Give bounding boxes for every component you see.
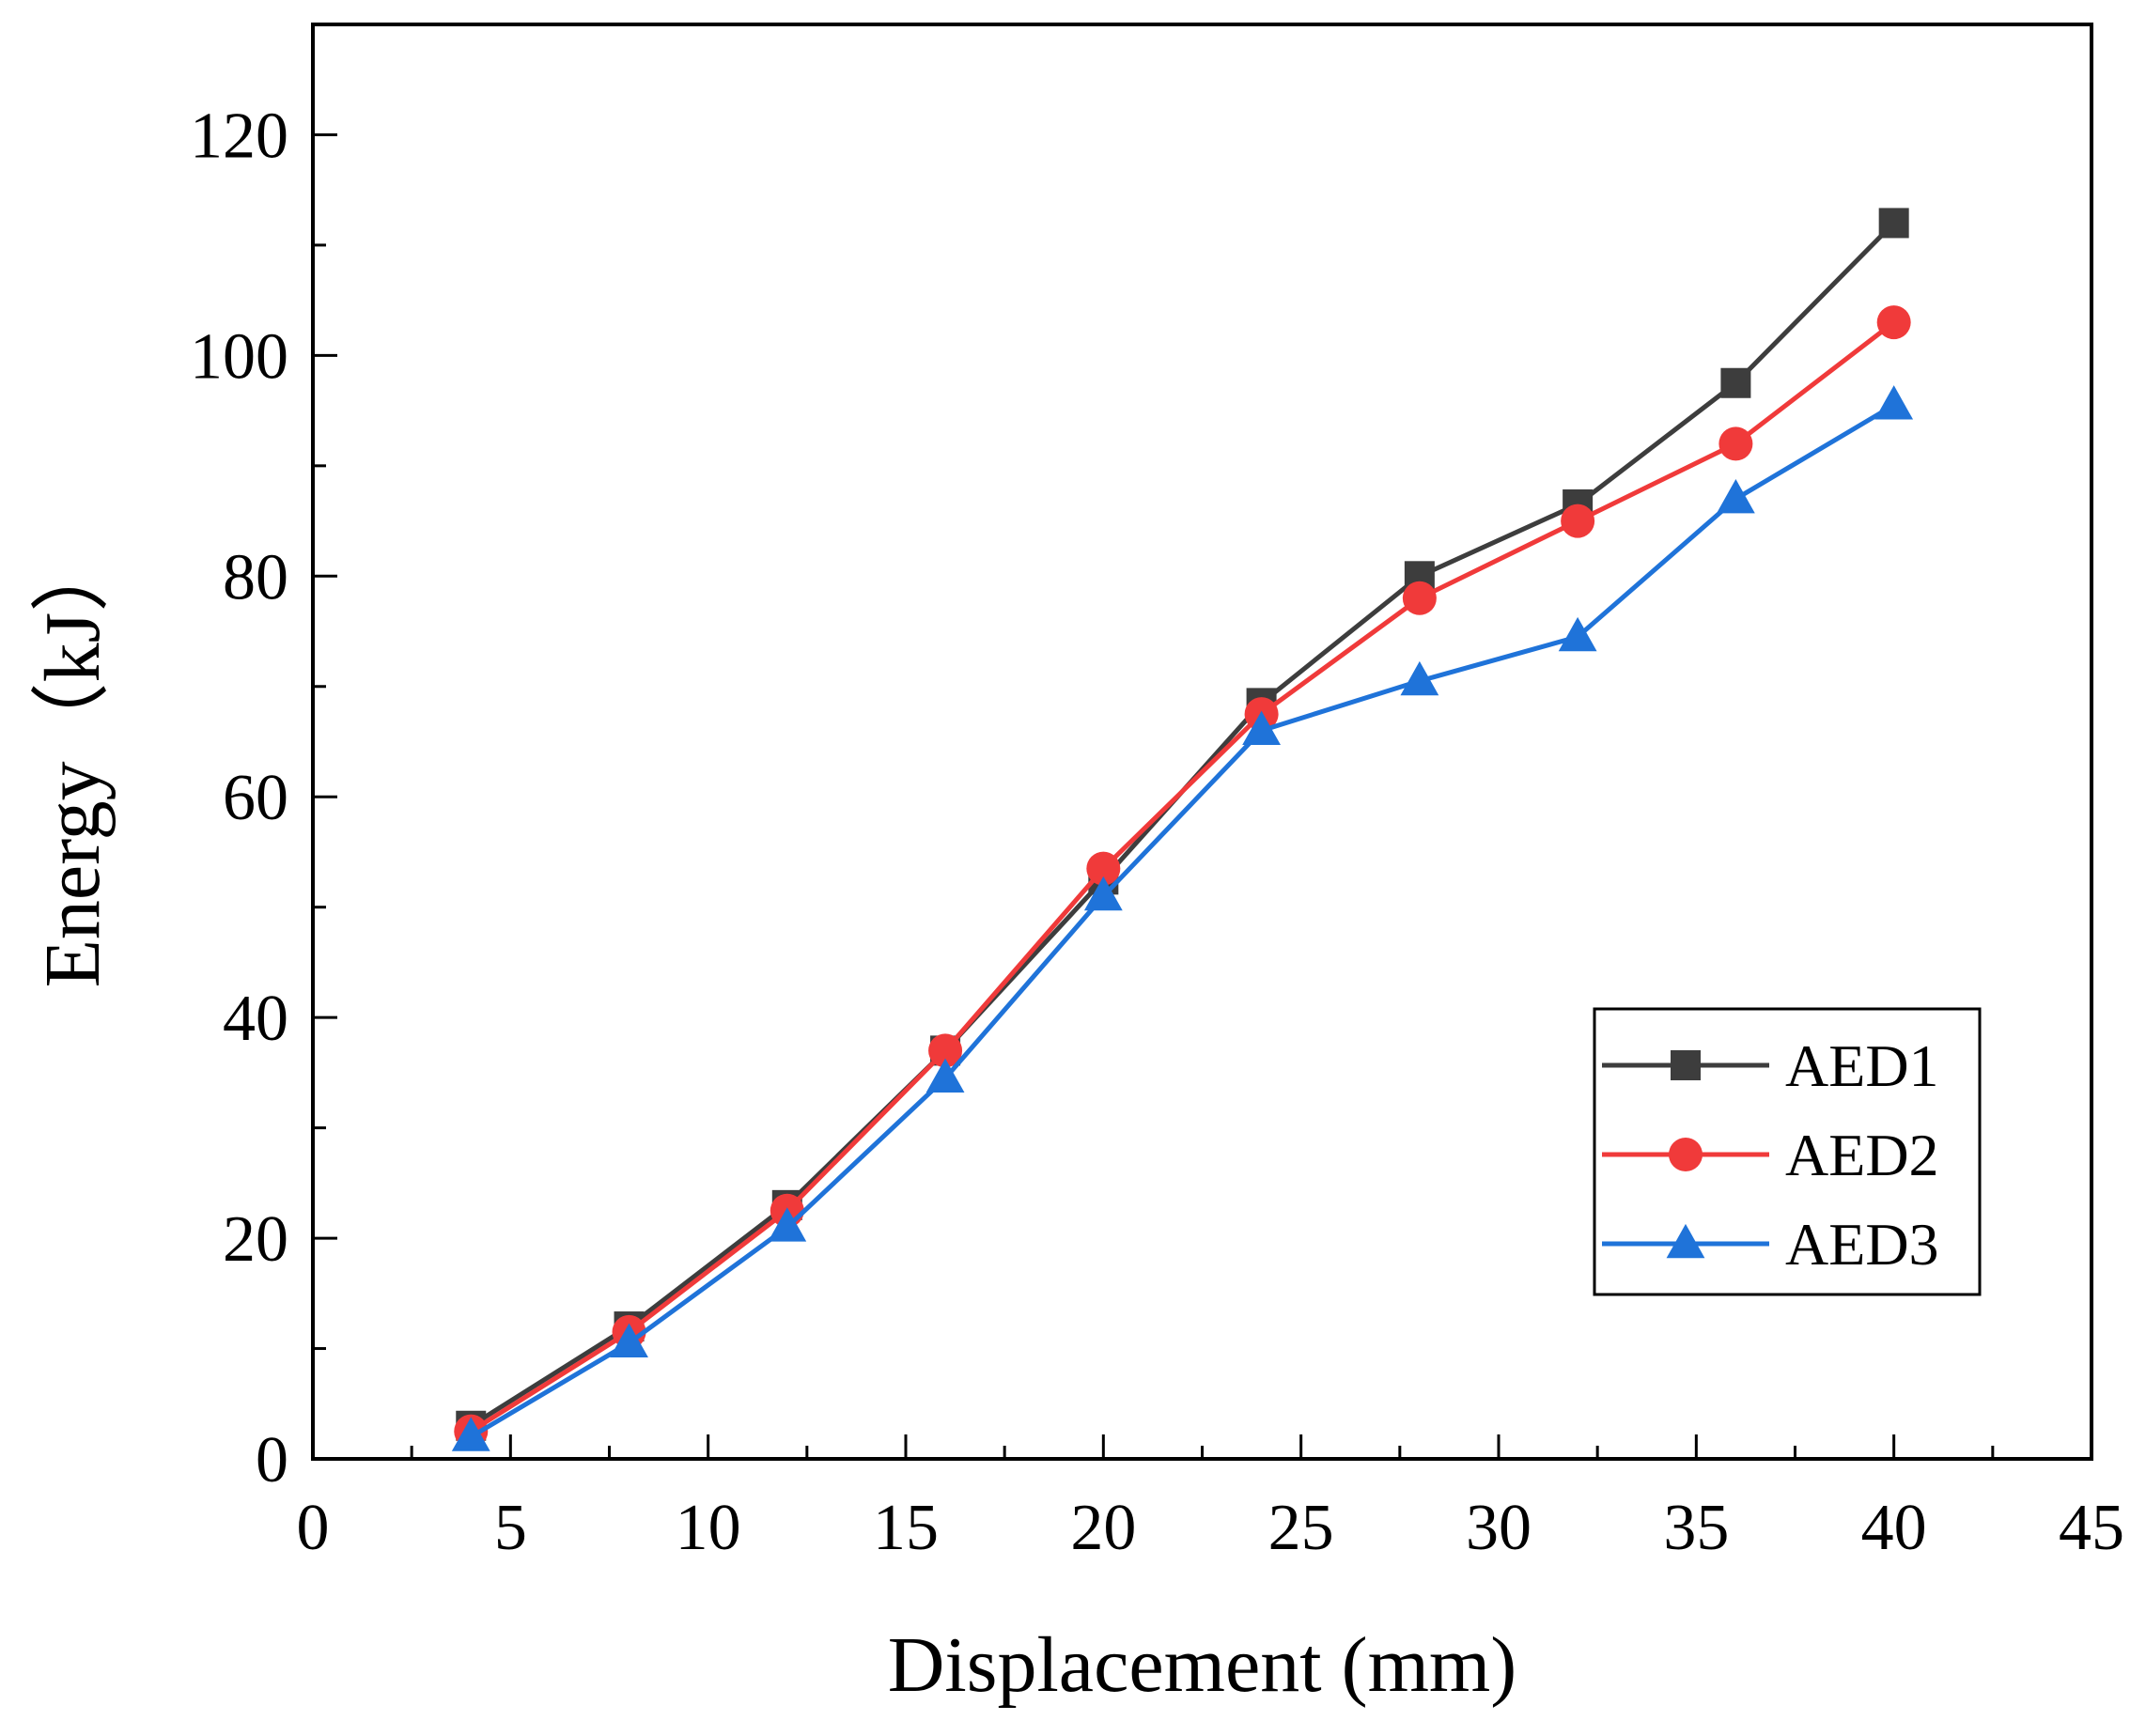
x-tick-label: 45 (2059, 1492, 2124, 1564)
y-tick-label: 40 (223, 983, 288, 1055)
data-point-aed3 (1874, 385, 1914, 420)
data-point-aed3 (451, 1417, 490, 1451)
data-point-aed3 (925, 1058, 965, 1093)
legend-box (1593, 1007, 1982, 1296)
y-tick-label: 20 (223, 1203, 288, 1276)
data-point-aed3 (1717, 479, 1755, 514)
x-axis-title: Displacement (mm) (888, 1621, 1516, 1709)
y-tick-label: 60 (223, 762, 288, 834)
data-point-aed2 (1561, 504, 1595, 538)
legend-marker-aed3 (1666, 1223, 1705, 1259)
data-point-aed3 (1558, 616, 1597, 652)
x-tick-label: 0 (297, 1492, 330, 1564)
data-point-aed2 (1718, 426, 1753, 461)
x-tick-label: 30 (1466, 1492, 1532, 1564)
legend-marker-aed2 (1669, 1138, 1703, 1171)
x-tick-label: 10 (676, 1492, 741, 1564)
data-point-aed3 (1083, 876, 1123, 911)
y-tick-label: 120 (190, 100, 288, 172)
series-line-aed3 (469, 403, 1895, 1439)
x-tick-label: 15 (873, 1492, 939, 1564)
legend-label: AED2 (1785, 1122, 1939, 1188)
data-point-aed2 (1086, 851, 1121, 886)
x-tick-label: 20 (1070, 1492, 1136, 1564)
data-point-aed2 (1402, 581, 1437, 615)
legend-label: AED1 (1785, 1032, 1939, 1099)
legend-entry: AED1 (1602, 1032, 1939, 1099)
x-tick-label: 40 (1861, 1492, 1927, 1564)
y-tick-label: 0 (256, 1424, 288, 1496)
data-point-aed3 (1400, 660, 1439, 696)
legend-entry: AED2 (1602, 1122, 1939, 1188)
y-tick-label: 80 (223, 541, 288, 613)
data-point-aed3 (768, 1207, 807, 1242)
legend-label: AED3 (1785, 1211, 1939, 1278)
x-tick-label: 35 (1663, 1492, 1729, 1564)
series-aed3 (451, 385, 1914, 1451)
legend-entry: AED3 (1602, 1211, 1939, 1278)
data-point-aed3 (610, 1323, 648, 1357)
y-axis-title: Energy（kJ） (29, 534, 117, 988)
x-tick-label: 5 (494, 1492, 527, 1564)
data-point-aed2 (928, 1033, 963, 1068)
data-point-aed1 (1878, 208, 1909, 239)
legend-marker-aed1 (1671, 1050, 1701, 1080)
x-tick-label: 25 (1268, 1492, 1334, 1564)
y-tick-label: 100 (190, 320, 288, 393)
data-point-aed2 (1876, 305, 1911, 340)
series-line-aed2 (469, 320, 1896, 1434)
data-point-aed3 (1242, 710, 1281, 746)
data-point-aed1 (1720, 367, 1751, 398)
